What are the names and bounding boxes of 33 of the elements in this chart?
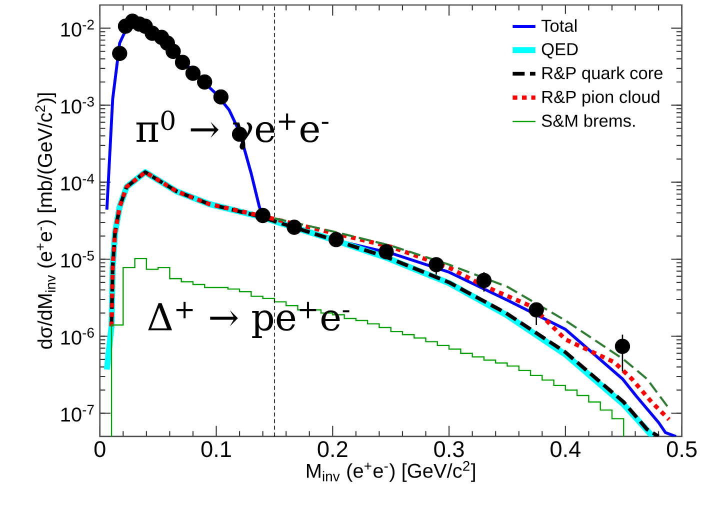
text: M$_{inv}$ (e$^{+}$e$^{-}$) [GeV/c$^{2}$] [306,460,475,482]
legend-label: S&M brems. [542,114,635,127]
point [255,208,270,223]
y-tick-label: 10$^{-2}$ [61,20,94,36]
legend-label: R&P pion cloud [542,90,660,106]
y-tick-label: 10$^{-4}$ [61,174,94,190]
x-tick-label: 0.4 [550,440,581,458]
y-tick-label: 10$^{-3}$ [61,96,94,114]
point [328,232,344,247]
point [428,256,444,272]
y-tick-label: 10$^{-7}$ [61,404,94,422]
x-tick-label: 0.3 [434,440,464,458]
legend-label: Total [541,19,576,32]
point [166,44,181,59]
point [528,302,544,318]
y-tick-label: 10$^{-6}$ [61,328,94,345]
point [174,54,190,70]
point [185,65,201,81]
legend-label: R&P quark core [542,66,662,82]
y-tick-label: 10$^{-5}$ [61,250,94,268]
x-tick-label: 0 [94,440,106,458]
point [476,272,492,288]
point [112,46,128,61]
text: dσ/dM$_{inv}$ (e$^{+}$e$^{-}$) [mb/(GeV/c$^{2}$)] [35,93,56,349]
point [213,89,229,104]
point [197,74,212,90]
x-tick-label: 0.2 [318,440,348,458]
x-tick-label: 0.1 [201,440,231,458]
x-tick-label: 0.5 [666,440,697,458]
legend-label: QED [542,42,578,58]
point [286,220,302,235]
point [378,244,394,260]
point [614,338,630,354]
